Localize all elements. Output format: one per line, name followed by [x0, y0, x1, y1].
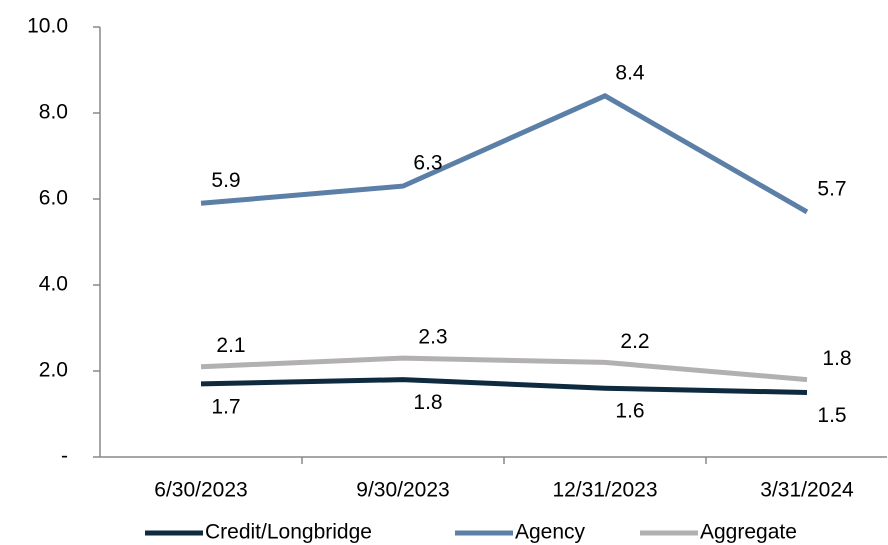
legend-label: Credit/Longbridge — [205, 521, 372, 544]
x-tick-label: 3/31/2024 — [760, 479, 854, 502]
data-label: 5.9 — [211, 169, 240, 192]
data-label: 1.6 — [615, 400, 644, 423]
data-label: 8.4 — [615, 61, 645, 84]
y-tick-label: 8.0 — [39, 101, 68, 124]
series-line — [200, 92, 809, 215]
legend-label: Aggregate — [700, 521, 797, 544]
y-tick-label: 6.0 — [39, 187, 68, 210]
y-tick-label: 2.0 — [39, 359, 68, 382]
data-label: 6.3 — [413, 152, 442, 175]
y-tick-label: 4.0 — [39, 273, 68, 296]
data-label: 5.7 — [817, 177, 846, 200]
x-tick-label: 6/30/2023 — [154, 479, 247, 502]
series-line — [200, 355, 808, 383]
data-label: 2.1 — [216, 334, 245, 357]
data-label: 1.5 — [817, 404, 846, 427]
data-label: 1.8 — [413, 391, 442, 414]
data-label: 1.8 — [822, 347, 851, 370]
data-label: 2.3 — [418, 326, 447, 349]
data-label: 2.2 — [620, 330, 649, 353]
legend-label: Agency — [515, 521, 586, 544]
data-label: 1.7 — [211, 395, 240, 418]
y-tick-label: - — [61, 445, 68, 468]
x-tick-label: 9/30/2023 — [356, 479, 449, 502]
x-tick-label: 12/31/2023 — [552, 479, 657, 502]
y-tick-label: 10.0 — [27, 15, 68, 38]
series-line — [200, 377, 808, 395]
